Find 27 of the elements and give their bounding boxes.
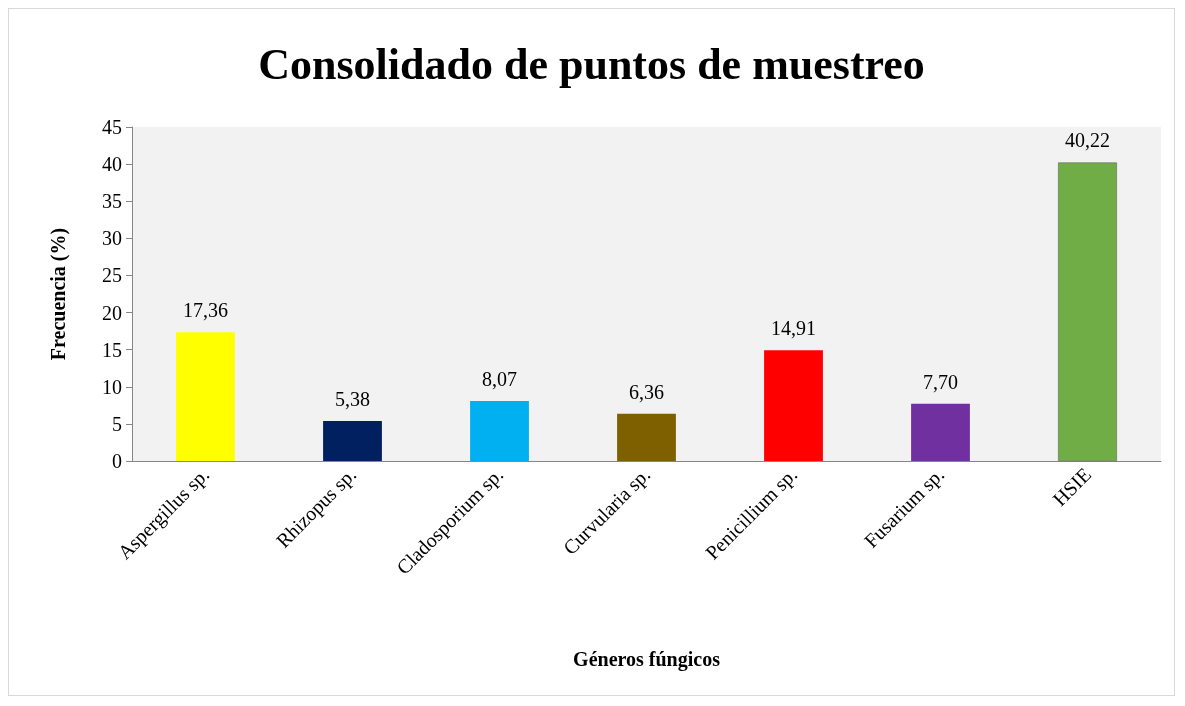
y-tick-label: 25 bbox=[102, 264, 122, 287]
y-axis-title: Frecuencia (%) bbox=[47, 227, 70, 361]
data-label: 8,07 bbox=[482, 368, 517, 391]
y-tick-label: 0 bbox=[112, 450, 122, 472]
y-tick-label: 10 bbox=[102, 375, 122, 398]
y-tick-label: 45 bbox=[102, 116, 122, 138]
y-tick-label: 20 bbox=[102, 301, 122, 324]
bar bbox=[323, 421, 382, 461]
chart-title: Consolidado de puntos de muestreo bbox=[258, 39, 925, 89]
x-axis-title: Géneros fúngicos bbox=[573, 648, 721, 671]
y-tick-label: 15 bbox=[102, 338, 122, 361]
data-label: 6,36 bbox=[629, 380, 664, 403]
y-tick-label: 35 bbox=[102, 190, 122, 213]
bar bbox=[617, 413, 676, 461]
data-label: 7,70 bbox=[923, 370, 958, 393]
bar bbox=[176, 332, 235, 461]
bar bbox=[911, 403, 970, 461]
y-tick-label: 40 bbox=[102, 153, 122, 176]
bar bbox=[1058, 162, 1117, 461]
y-tick-label: 30 bbox=[102, 227, 122, 250]
data-label: 17,36 bbox=[183, 299, 228, 322]
bar bbox=[470, 401, 529, 461]
data-label: 5,38 bbox=[335, 388, 370, 411]
data-label: 40,22 bbox=[1065, 129, 1110, 152]
y-tick-label: 5 bbox=[112, 412, 122, 435]
data-label: 14,91 bbox=[771, 317, 816, 340]
bar bbox=[764, 350, 823, 461]
